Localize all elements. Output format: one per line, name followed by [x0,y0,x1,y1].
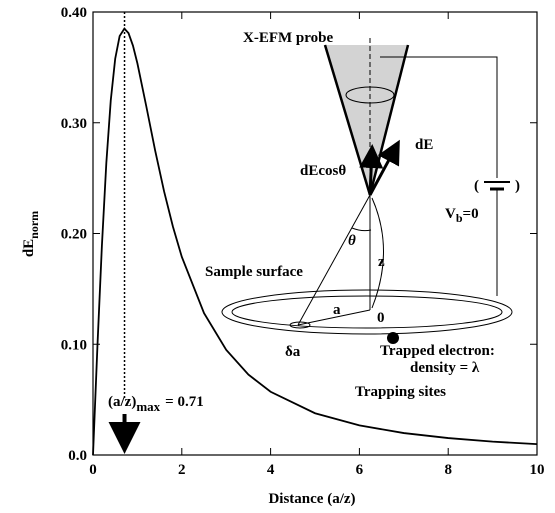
electron-dot [387,332,399,344]
origin-label: 0 [377,310,385,326]
y-axis-label: dEnorm [21,211,41,257]
slant-line [297,194,371,326]
probe-edge [323,44,372,196]
vector-arrow [359,144,384,196]
circuit-wire [380,56,498,178]
y-tick-label: 0.0 [68,448,87,464]
peak-value: = 0.71 [165,394,204,410]
de-label: dE [415,137,433,153]
vb-rest: =0 [463,206,479,222]
y-tick-label: 0.30 [61,116,87,132]
peak-sub: max [136,399,160,414]
ring-outer [221,289,513,335]
x-tick-label: 4 [267,462,275,478]
probe-label: X-EFM probe [243,30,333,46]
x-tick-label: 10 [530,462,545,478]
probe-cone [325,45,408,195]
z-arc [371,197,384,309]
peak-label: (a/z)max = 0.71 [108,394,204,414]
sites-label: Trapping sites [355,384,446,400]
z-label: z [378,254,385,270]
x-tick-label: 2 [178,462,186,478]
x-tick-label: 6 [356,462,364,478]
vector-arrow [368,139,400,196]
y-label-main: dE [21,239,37,257]
data-line [92,27,538,456]
ring-element [289,321,311,329]
probe-edge [368,44,410,196]
theta-arc [351,227,372,232]
da-label: δa [285,344,301,360]
radius-line [297,309,371,326]
theta-label: θ [348,233,356,249]
plot-frame [92,11,538,456]
y-tick-label: 0.40 [61,5,87,21]
x-tick-label: 8 [444,462,452,478]
x-tick-label: 0 [89,462,97,478]
decos-label: dEcosθ [300,163,346,179]
vb-label: Vb=0 [445,206,479,225]
peak-prefix: (a/z) [108,394,136,410]
paren: ( [474,178,479,194]
a-label: a [333,302,341,318]
ring-inner [231,295,503,329]
vb-sub: b [456,211,463,225]
x-axis-label: Distance (a/z) [268,491,355,507]
vb-main: V [445,206,456,222]
probe-ring [345,86,395,104]
electron-label: Trapped electron: [380,343,495,359]
paren: ) [515,178,520,194]
y-tick-label: 0.10 [61,337,87,353]
inset-diagram [221,38,513,344]
density-label: density = λ [410,360,480,376]
y-tick-label: 0.20 [61,227,87,243]
y-label-sub: norm [27,211,41,239]
surface-label: Sample surface [205,264,303,280]
